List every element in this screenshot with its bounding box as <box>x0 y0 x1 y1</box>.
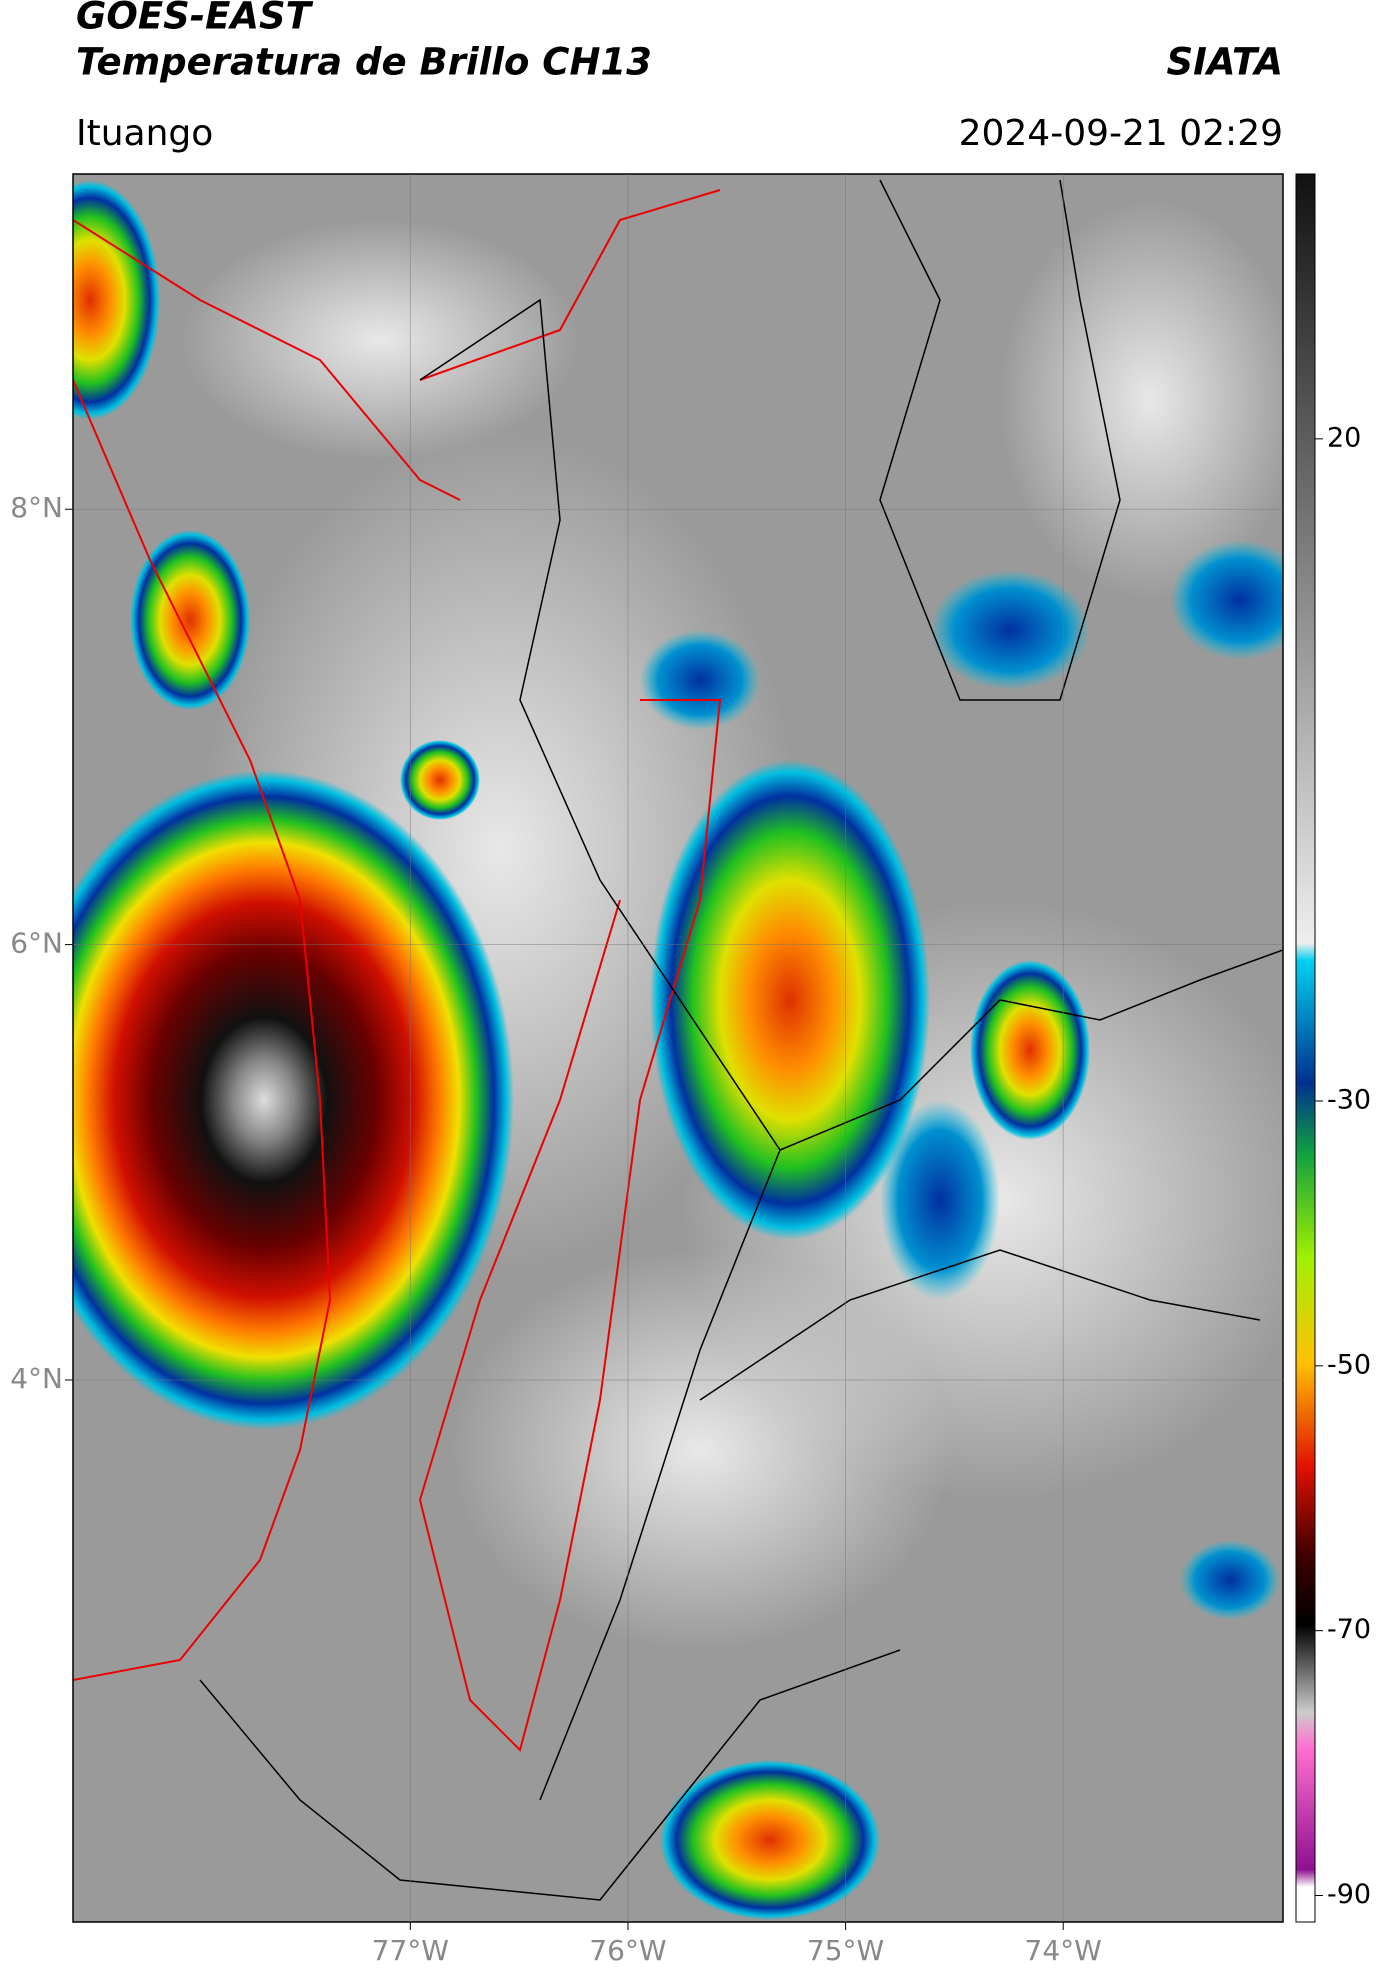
colorbar-tick-label: -70 <box>1327 1614 1371 1645</box>
x-tick-label: 75°W <box>807 1934 884 1967</box>
satellite-image <box>73 174 1283 1922</box>
colorbar <box>1295 173 1316 1923</box>
colorbar-tick-label: 20 <box>1327 422 1361 453</box>
datetime: 2024-09-21 02:29 <box>959 113 1283 154</box>
y-tick-label: 4°N <box>10 1362 63 1395</box>
y-tick-label: 8°N <box>10 491 63 524</box>
title: GOES-EAST <box>76 0 314 38</box>
x-tick-label: 76°W <box>589 1934 666 1967</box>
y-tick-label: 6°N <box>10 927 63 960</box>
x-tick-label: 77°W <box>372 1934 449 1967</box>
source: SIATA <box>1166 41 1283 84</box>
colorbar-tick-label: -30 <box>1327 1084 1371 1115</box>
x-tick-label: 74°W <box>1025 1934 1102 1967</box>
colorbar-tick-label: -90 <box>1327 1879 1371 1910</box>
location: Ituango <box>76 113 213 154</box>
subtitle: Temperatura de Brillo CH13 <box>76 41 652 84</box>
map-frame <box>72 173 1284 1923</box>
colorbar-tick-label: -50 <box>1327 1349 1371 1380</box>
